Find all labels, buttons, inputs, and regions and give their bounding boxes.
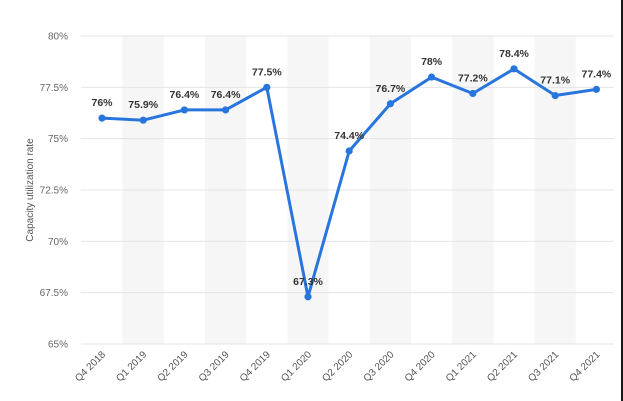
x-tick-label: Q3 2020 [362, 349, 397, 384]
data-point [510, 65, 518, 73]
x-tick-label: Q2 2019 [156, 349, 191, 384]
data-point [469, 89, 477, 98]
y-tick-label: 75% [48, 134, 68, 145]
data-label: 76.7% [376, 83, 406, 95]
data-point [139, 116, 147, 124]
y-tick-label: 70% [48, 237, 68, 248]
x-tick-label: Q3 2021 [526, 349, 561, 384]
y-axis-label: Capacity utilization rate [25, 138, 36, 242]
x-tick-label: Q4 2019 [238, 349, 273, 384]
data-label: 78.4% [499, 48, 529, 60]
window-edge [621, 0, 623, 401]
x-tick-label: Q3 2019 [197, 349, 232, 384]
y-tick-label: 72.5% [40, 186, 68, 197]
data-point [263, 83, 271, 91]
data-label: 75.9% [128, 99, 158, 111]
data-point [386, 100, 394, 108]
x-tick-label: Q2 2021 [485, 349, 520, 384]
x-tick-label: Q4 2021 [568, 349, 603, 384]
data-labels: 76% 75.9% 76.4% 76.4% 77.5% 67.3% 74.4% 76.7% 78… [91, 48, 611, 288]
data-point [345, 147, 353, 155]
x-tick-label: Q2 2020 [320, 349, 355, 384]
data-points [98, 65, 601, 301]
x-tick-label: Q1 2021 [444, 349, 479, 384]
data-label: 76.4% [211, 89, 241, 101]
data-label: 77.2% [458, 72, 488, 84]
x-tick-label: Q1 2019 [114, 349, 149, 384]
x-tick-label: Q4 2020 [403, 349, 438, 384]
y-tick-label: 67.5% [40, 288, 68, 299]
x-tick-label: Q1 2020 [279, 349, 314, 384]
data-point [551, 91, 559, 100]
data-point [428, 73, 436, 81]
y-tick-label: 65% [48, 340, 68, 351]
y-tick-label: 80% [48, 32, 68, 43]
series-line [100, 67, 598, 299]
data-point [304, 293, 312, 301]
y-tick-label: 77.5% [40, 83, 68, 94]
grid-layer [81, 35, 614, 345]
data-label: 74.4% [334, 130, 364, 142]
data-point [180, 106, 188, 114]
data-label: 78% [421, 56, 443, 68]
data-point [98, 114, 106, 122]
data-label: 67.3% [293, 276, 323, 288]
data-label: 77.5% [252, 66, 282, 78]
y-axis-ticks: 65% 67.5% 70% 72.5% 75% 77.5% 80% [40, 32, 68, 351]
data-point [592, 85, 601, 93]
x-axis-ticks: Q4 2018 Q1 2019 Q2 2019 Q3 2019 Q4 2019 Q1 20… [73, 349, 603, 384]
data-point [222, 106, 230, 114]
data-label: 76% [91, 97, 113, 109]
data-label: 77.4% [582, 68, 612, 80]
data-label: 77.1% [540, 75, 570, 87]
x-tick-label: Q4 2018 [73, 349, 108, 384]
data-label: 76.4% [170, 89, 200, 101]
